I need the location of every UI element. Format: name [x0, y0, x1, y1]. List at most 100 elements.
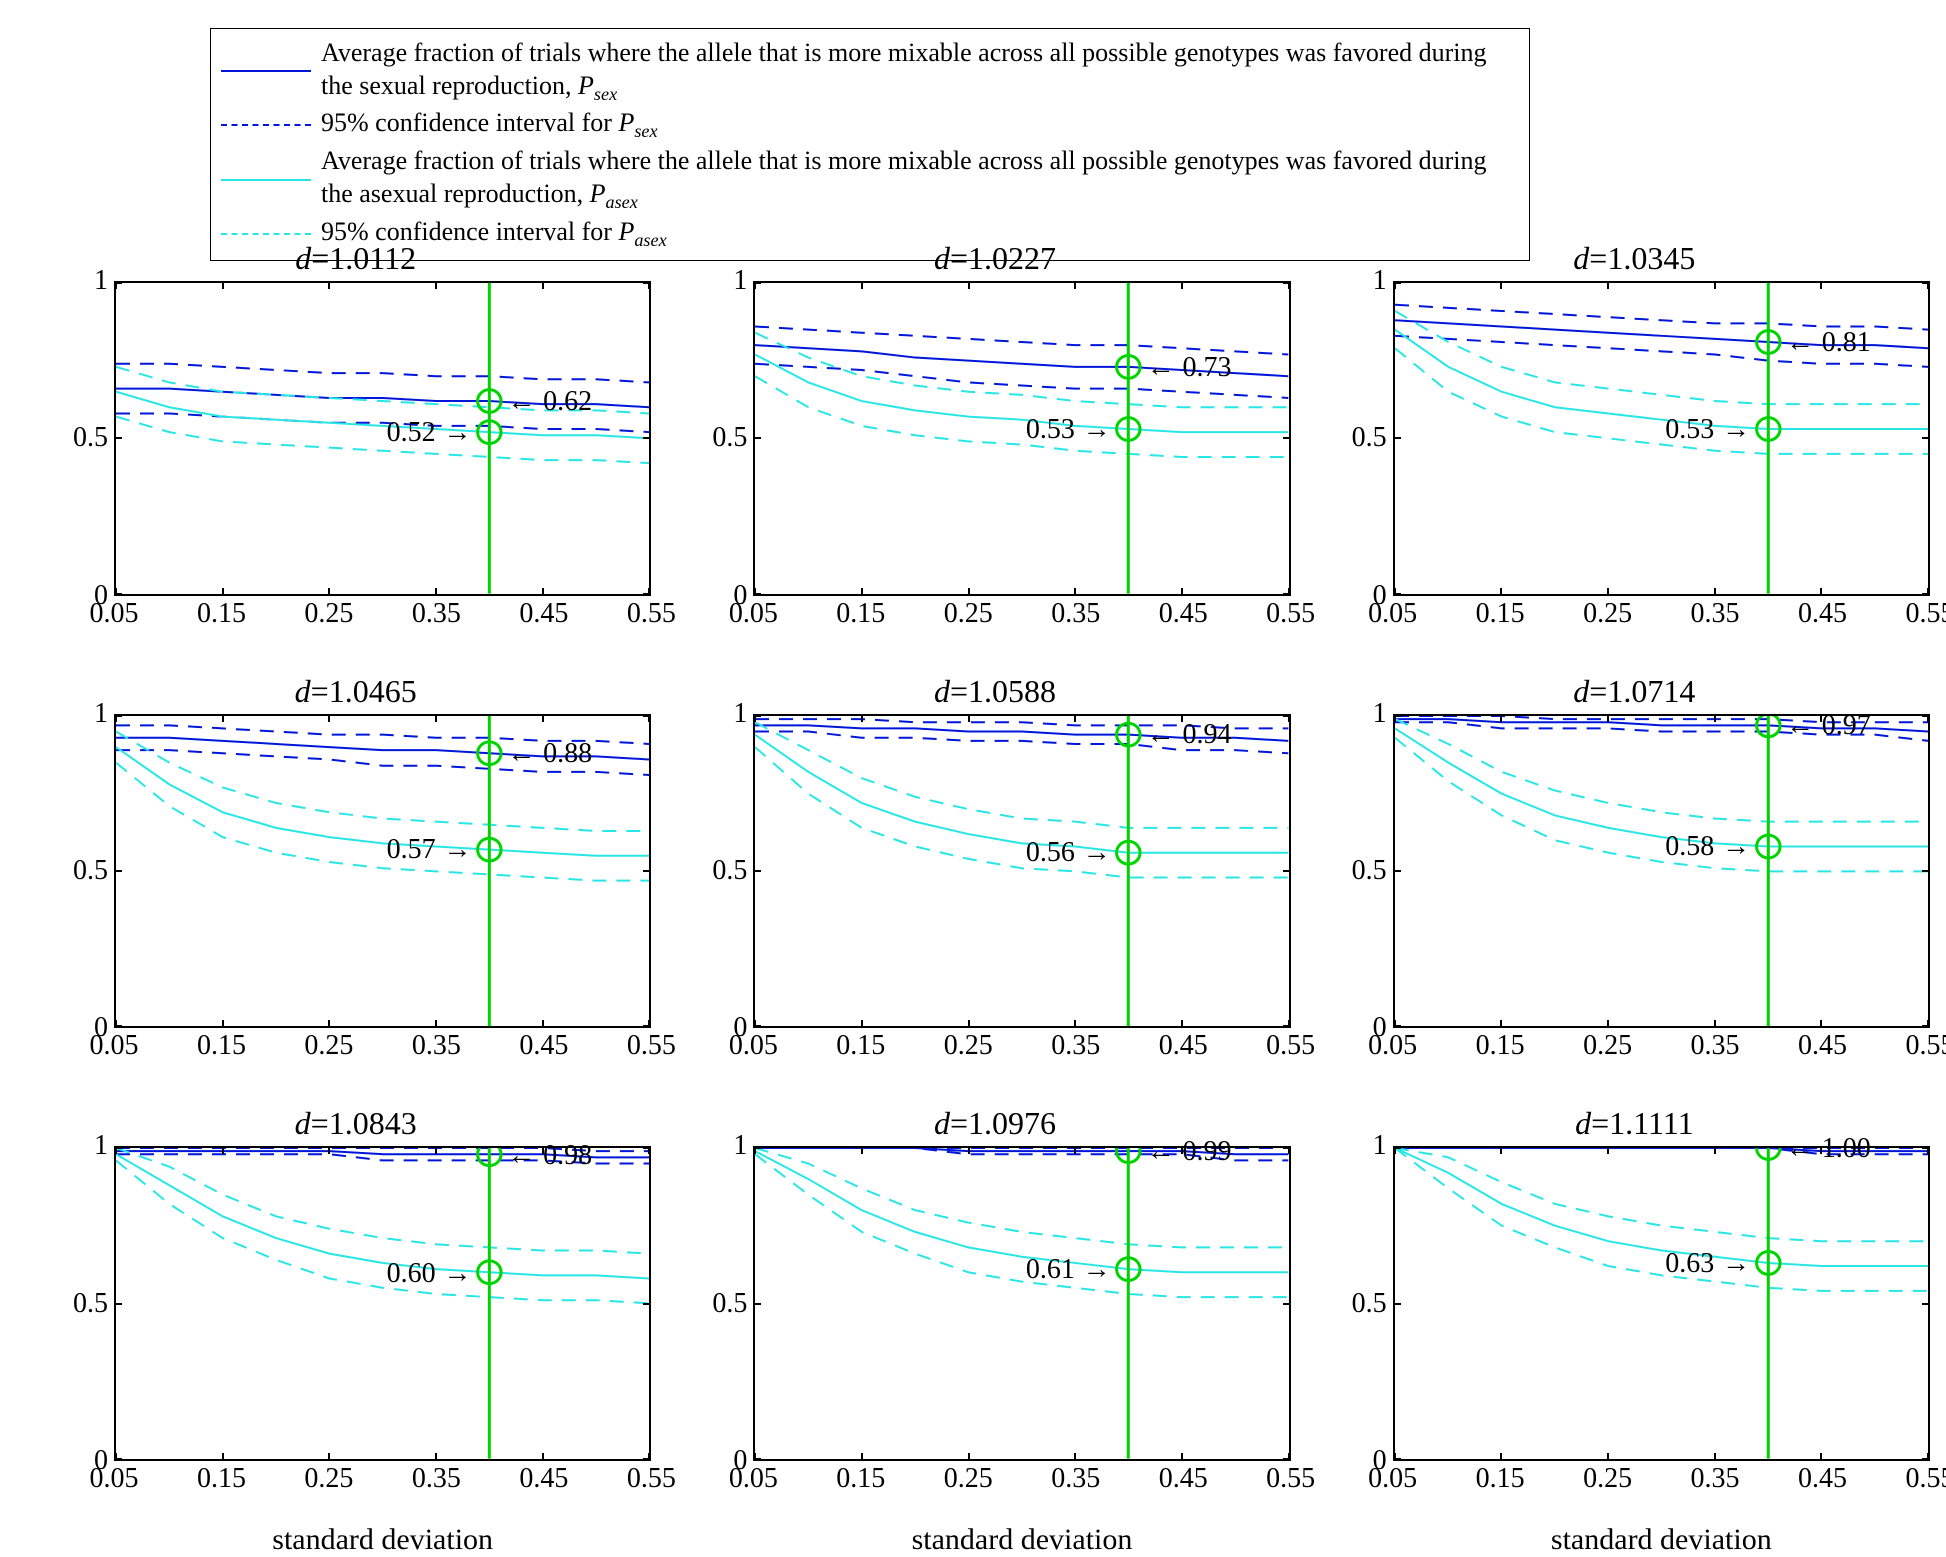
- x-axis: 0.050.150.250.350.450.55: [753, 1028, 1290, 1060]
- y-tick-mark: [114, 870, 122, 872]
- y-tick-mark: [1393, 870, 1401, 872]
- x-tick-mark: [115, 1453, 117, 1461]
- x-tick-mark-top: [1927, 1146, 1929, 1154]
- x-tick-label: 0.35: [412, 1463, 461, 1495]
- x-tick-mark-top: [115, 1146, 117, 1154]
- y-tick-label: 1: [1373, 265, 1387, 297]
- legend-swatch: [221, 179, 311, 181]
- y-tick-mark: [753, 870, 761, 872]
- legend-text: Average fraction of trials where the all…: [321, 145, 1519, 213]
- x-tick-label: 0.45: [1798, 1030, 1847, 1062]
- x-tick-label: 0.15: [197, 1030, 246, 1062]
- panel-title: d=1.0843: [60, 1105, 651, 1142]
- y-tick-label: 1: [1373, 698, 1387, 730]
- x-tick-mark: [861, 1453, 863, 1461]
- y-tick-label: 1: [733, 265, 747, 297]
- plot-svg: [1395, 716, 1928, 1027]
- x-tick-mark-top: [1288, 281, 1290, 289]
- y-tick-mark: [1393, 1303, 1401, 1305]
- x-tick-mark-top: [968, 714, 970, 722]
- annotation-psex: 0.94: [1147, 718, 1232, 751]
- y-tick-mark-right: [643, 1303, 651, 1305]
- y-tick-label: 0.5: [712, 1288, 747, 1320]
- x-tick-mark: [542, 588, 544, 596]
- x-tick-label: 0.05: [90, 598, 139, 630]
- series-pasex-lower: [116, 762, 649, 880]
- annotation-psex: 0.99: [1147, 1135, 1232, 1168]
- x-tick-mark: [1394, 1020, 1396, 1028]
- x-tick-label: 0.25: [1583, 598, 1632, 630]
- x-axis-label: standard deviation: [753, 1523, 1290, 1557]
- x-tick-label: 0.25: [944, 1030, 993, 1062]
- x-tick-mark-top: [115, 714, 117, 722]
- y-tick-label: 0.5: [1352, 855, 1387, 887]
- series-pasex-lower: [755, 747, 1288, 877]
- y-tick-mark: [1393, 437, 1401, 439]
- panel-7: d=1.097600.510.990.610.050.150.250.350.4…: [699, 1105, 1290, 1510]
- x-tick-mark: [328, 588, 330, 596]
- plot-wrap: 00.510.990.61: [699, 1146, 1290, 1461]
- y-tick-label: 0.5: [1352, 422, 1387, 454]
- y-tick-mark-right: [643, 437, 651, 439]
- annotation-psex: 0.97: [1786, 709, 1871, 742]
- annotation-psex: 1.00: [1786, 1132, 1871, 1165]
- x-tick-mark-top: [1394, 281, 1396, 289]
- annotation-psex: 0.88: [507, 737, 592, 770]
- x-tick-mark: [1394, 588, 1396, 596]
- series-pasex: [1395, 728, 1928, 846]
- x-tick-mark-top: [754, 1146, 756, 1154]
- x-tick-mark: [115, 588, 117, 596]
- y-tick-label: 1: [1373, 1130, 1387, 1162]
- panel-title: d=1.0112: [60, 240, 651, 277]
- x-tick-mark-top: [1714, 714, 1716, 722]
- series-pasex-lower: [1395, 348, 1928, 454]
- x-axis: 0.050.150.250.350.450.55: [114, 1028, 651, 1060]
- x-tick-mark-top: [1927, 714, 1929, 722]
- x-tick-label: 0.55: [1266, 1030, 1315, 1062]
- y-tick-mark-right: [1283, 870, 1291, 872]
- x-tick-mark: [861, 588, 863, 596]
- y-tick-mark-right: [1283, 1303, 1291, 1305]
- x-tick-label: 0.55: [1905, 1463, 1946, 1495]
- annotation-pasex: 0.57: [387, 833, 472, 866]
- y-axis: 00.51: [60, 714, 114, 1029]
- plot-wrap: 00.510.970.58: [1339, 714, 1930, 1029]
- panel-4: d=1.058800.510.940.560.050.150.250.350.4…: [699, 673, 1290, 1078]
- y-tick-label: 0.5: [1352, 1288, 1387, 1320]
- x-tick-mark-top: [968, 1146, 970, 1154]
- x-tick-mark: [1714, 588, 1716, 596]
- series-pasex-lower: [116, 1161, 649, 1304]
- x-tick-mark: [1607, 588, 1609, 596]
- x-tick-mark-top: [435, 714, 437, 722]
- x-axis: 0.050.150.250.350.450.55: [1393, 596, 1930, 628]
- plot-svg: [755, 716, 1288, 1027]
- x-tick-mark: [1607, 1020, 1609, 1028]
- x-tick-label: 0.35: [412, 598, 461, 630]
- x-tick-mark: [968, 1020, 970, 1028]
- x-tick-mark-top: [648, 1146, 650, 1154]
- y-tick-label: 0.5: [73, 422, 108, 454]
- x-tick-mark: [1181, 588, 1183, 596]
- x-tick-label: 0.15: [1476, 1463, 1525, 1495]
- y-axis: 00.51: [699, 714, 753, 1029]
- x-tick-mark: [968, 1453, 970, 1461]
- y-tick-label: 1: [94, 1130, 108, 1162]
- panel-grid: d=1.011200.510.620.520.050.150.250.350.4…: [60, 240, 1930, 1510]
- y-axis: 00.51: [1339, 1146, 1393, 1461]
- x-tick-mark-top: [754, 714, 756, 722]
- x-tick-mark-top: [1500, 714, 1502, 722]
- x-tick-mark-top: [435, 281, 437, 289]
- x-tick-mark: [1288, 1020, 1290, 1028]
- y-tick-mark-right: [1922, 870, 1930, 872]
- x-tick-label: 0.05: [729, 1030, 778, 1062]
- y-tick-mark-right: [643, 870, 651, 872]
- x-tick-mark-top: [861, 714, 863, 722]
- plot-area: 0.970.58: [1393, 714, 1930, 1029]
- x-tick-label: 0.25: [304, 598, 353, 630]
- y-axis: 00.51: [699, 281, 753, 596]
- plot-wrap: 00.510.730.53: [699, 281, 1290, 596]
- panel-title: d=1.0345: [1339, 240, 1930, 277]
- x-tick-mark: [1074, 588, 1076, 596]
- x-tick-label: 0.15: [836, 598, 885, 630]
- x-axis: 0.050.150.250.350.450.55: [753, 596, 1290, 628]
